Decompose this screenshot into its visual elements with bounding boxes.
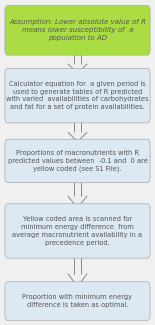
FancyBboxPatch shape bbox=[5, 139, 150, 183]
Text: Proportions of macronutrients with R
predicted values between  -0.1 and  0 are
y: Proportions of macronutrients with R pre… bbox=[8, 150, 147, 172]
Text: Proportion with minimum energy
difference is taken as optimal.: Proportion with minimum energy differenc… bbox=[22, 294, 133, 308]
Text: Calculator equation for  a given period is
used to generate tables of R predicte: Calculator equation for a given period i… bbox=[6, 81, 149, 110]
FancyBboxPatch shape bbox=[5, 282, 150, 320]
FancyBboxPatch shape bbox=[5, 68, 150, 123]
Text: Assumption: Lower absolute value of R
means lower susceptibility of  a
populatio: Assumption: Lower absolute value of R me… bbox=[9, 20, 146, 41]
Text: Yellow coded area is scanned for
minimum energy difference  from
average macronu: Yellow coded area is scanned for minimum… bbox=[12, 216, 143, 246]
FancyBboxPatch shape bbox=[5, 204, 150, 258]
FancyBboxPatch shape bbox=[5, 6, 150, 55]
